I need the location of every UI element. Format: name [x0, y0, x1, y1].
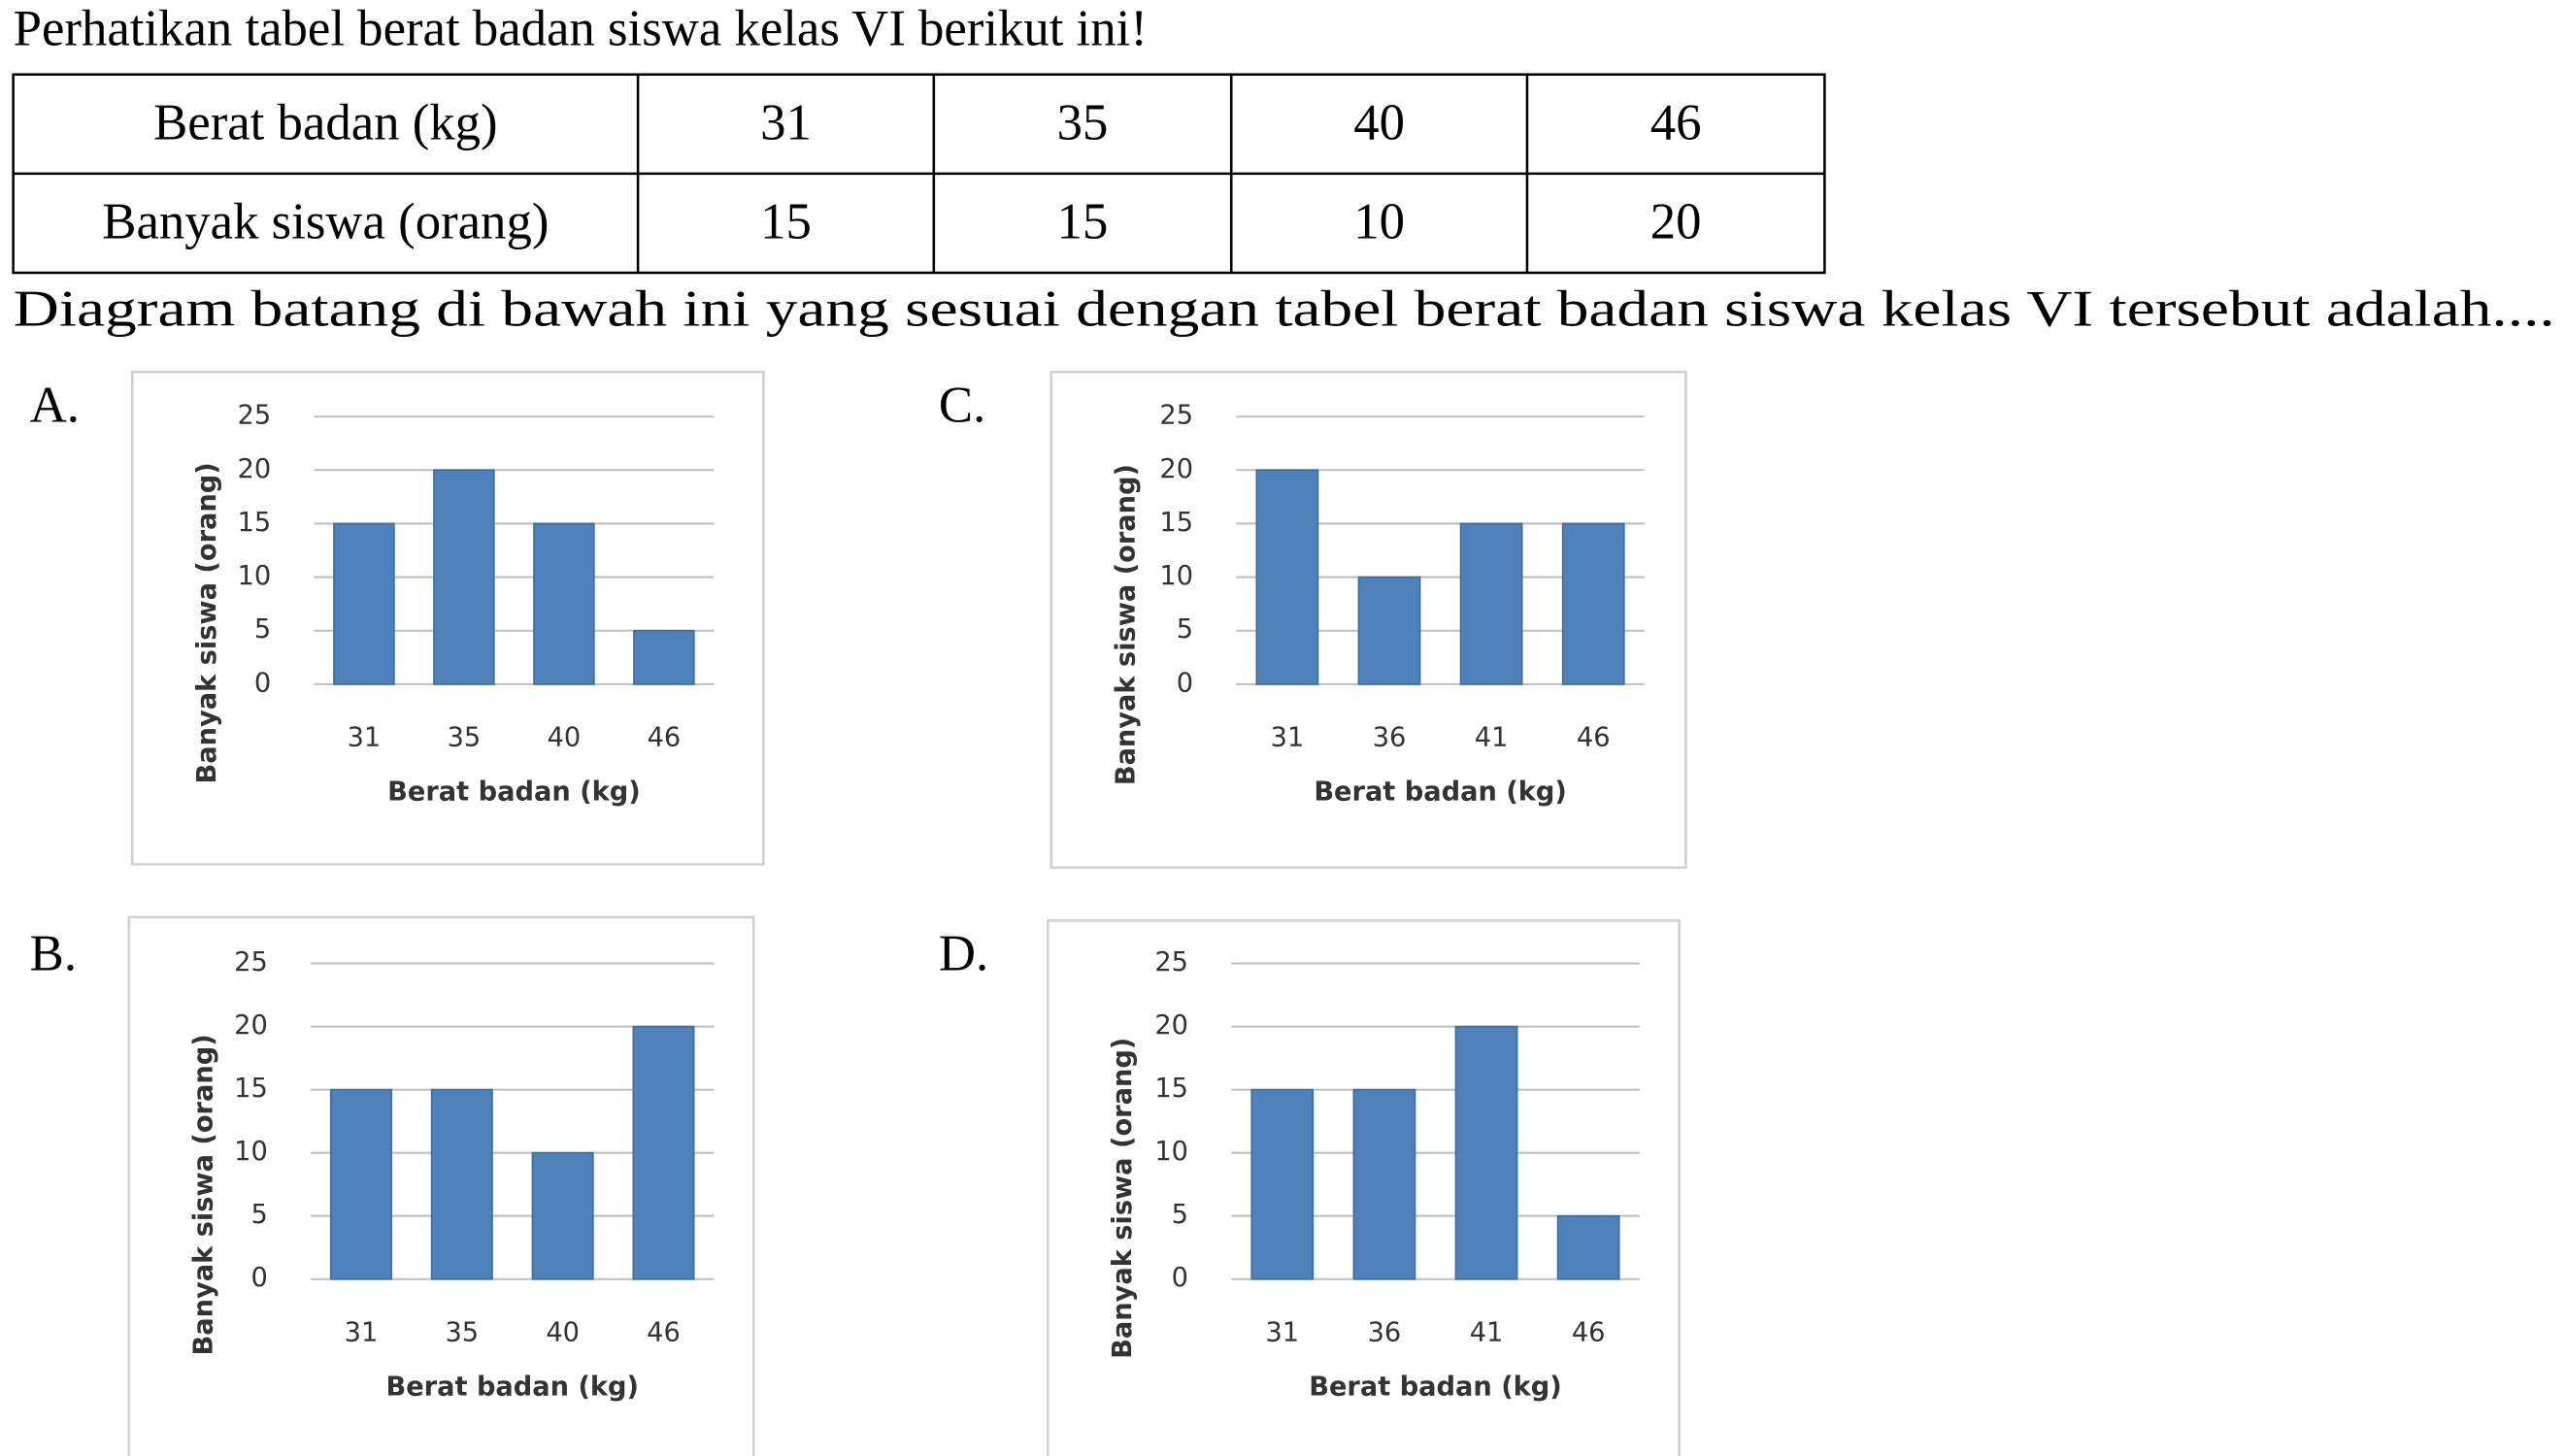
x-tick-label: 31	[348, 723, 382, 753]
x-tick-label: 36	[1368, 1317, 1402, 1347]
bar	[533, 522, 595, 685]
table-cell: 35	[1057, 94, 1109, 150]
x-tick-label: 41	[1470, 1317, 1504, 1347]
x-tick-label: 40	[546, 1317, 580, 1347]
bar	[333, 522, 395, 685]
table-cell: Banyak siswa (orang)	[102, 193, 549, 249]
question: Perhatikan tabel berat badan siswa kelas…	[14, 0, 1148, 56]
y-tick-label: 5	[254, 614, 271, 645]
y-tick-label: 15	[234, 1074, 268, 1104]
x-axis-label: Berat badan (kg)	[385, 1373, 639, 1403]
y-tick-label: 20	[234, 1010, 268, 1041]
option-label: D.	[939, 926, 988, 982]
prompt: Diagram batang di bawah ini yang sesuai …	[14, 281, 2555, 338]
y-tick-label: 0	[250, 1263, 267, 1293]
x-tick-label: 46	[647, 1317, 681, 1347]
y-tick-label: 0	[1177, 668, 1193, 698]
table-cell: Berat badan (kg)	[153, 94, 498, 150]
x-tick-label: 31	[1265, 1317, 1299, 1347]
option-label: C.	[939, 377, 985, 433]
y-tick-label: 15	[238, 508, 272, 538]
table-cell: 46	[1650, 94, 1702, 150]
bar	[531, 1151, 594, 1280]
y-tick-label: 15	[1154, 1074, 1188, 1104]
x-axis-label: Berat badan (kg)	[387, 778, 641, 808]
x-tick-label: 46	[1572, 1317, 1606, 1347]
y-tick-label: 10	[1154, 1137, 1188, 1167]
y-tick-label: 0	[1172, 1263, 1188, 1293]
y-tick-label: 5	[250, 1200, 267, 1230]
y-tick-label: 25	[1159, 401, 1193, 431]
bar	[1357, 576, 1421, 685]
y-tick-label: 10	[234, 1137, 268, 1167]
table-cell: 31	[760, 94, 812, 150]
y-tick-label: 20	[1154, 1010, 1188, 1041]
table-cell: 15	[1057, 193, 1109, 249]
y-tick-label: 10	[1159, 561, 1193, 591]
x-axis-label: Berat badan (kg)	[1309, 1373, 1562, 1403]
bar	[1561, 522, 1625, 685]
y-axis-label: Banyak siswa (orang)	[192, 462, 222, 783]
bar	[632, 1025, 695, 1280]
x-axis-label: Berat badan (kg)	[1314, 778, 1567, 808]
bar	[1352, 1088, 1416, 1280]
y-axis-label: Banyak siswa (orang)	[1111, 464, 1141, 785]
y-tick-label: 10	[238, 561, 272, 591]
option-label: B.	[30, 926, 77, 982]
y-tick-label: 20	[238, 454, 272, 484]
bar	[329, 1088, 392, 1280]
table-cell: 40	[1353, 94, 1405, 150]
bar	[1454, 1025, 1518, 1280]
table-cell: 20	[1650, 193, 1702, 249]
y-tick-label: 25	[234, 947, 268, 977]
y-tick-label: 5	[1172, 1200, 1188, 1230]
x-tick-label: 40	[548, 723, 582, 753]
y-axis-label: Banyak siswa (orang)	[1108, 1038, 1138, 1359]
bar	[433, 469, 495, 685]
x-tick-label: 31	[1271, 723, 1305, 753]
y-axis-label: Banyak siswa (orang)	[189, 1034, 219, 1355]
x-tick-label: 35	[445, 1317, 479, 1347]
bar	[1556, 1214, 1620, 1280]
x-tick-label: 31	[345, 1317, 379, 1347]
option-label: A.	[30, 377, 80, 433]
y-tick-label: 0	[254, 668, 271, 698]
table-cell: 10	[1353, 193, 1405, 249]
y-tick-label: 25	[238, 401, 272, 431]
x-tick-label: 41	[1475, 723, 1509, 753]
x-tick-label: 36	[1373, 723, 1407, 753]
bar	[1250, 1088, 1315, 1280]
x-tick-label: 46	[1577, 723, 1611, 753]
y-tick-label: 25	[1154, 947, 1188, 977]
y-tick-label: 20	[1159, 454, 1193, 484]
y-tick-label: 15	[1159, 508, 1193, 538]
bar	[1459, 522, 1523, 685]
bar	[1255, 469, 1319, 685]
y-tick-label: 5	[1177, 614, 1193, 645]
x-tick-label: 35	[448, 723, 482, 753]
table-cell: 15	[760, 193, 812, 249]
bar	[430, 1088, 493, 1280]
bar	[633, 629, 695, 685]
x-tick-label: 46	[648, 723, 682, 753]
